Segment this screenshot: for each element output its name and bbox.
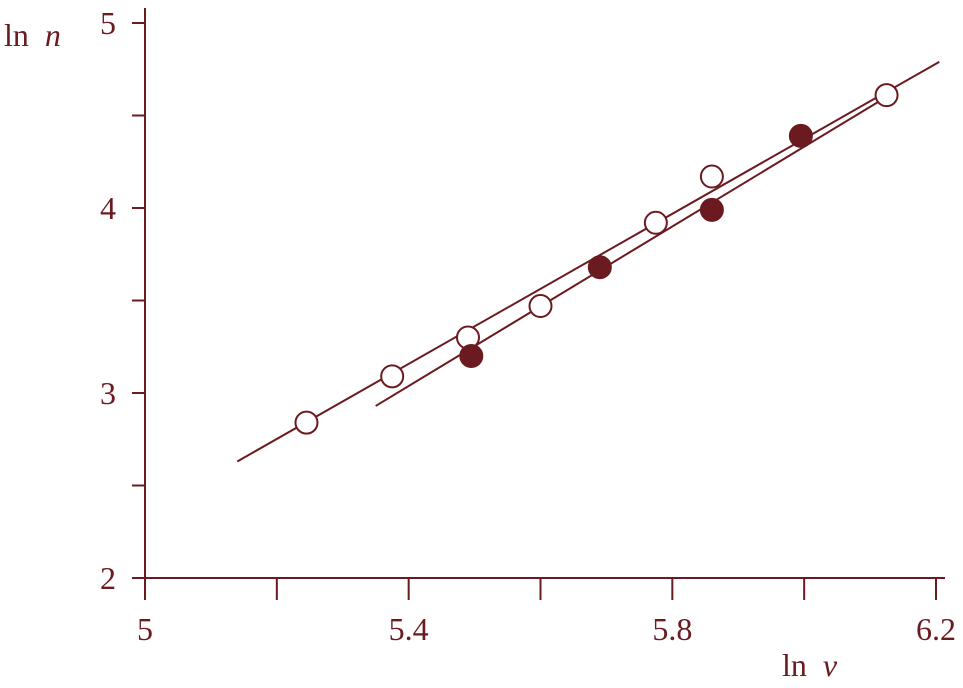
filled-data-point xyxy=(459,344,484,368)
open-data-point xyxy=(528,294,553,319)
filled-data-point xyxy=(699,197,724,222)
x-axis-title: ln v xyxy=(782,647,838,683)
axes xyxy=(132,8,945,600)
open-data-point xyxy=(874,83,899,108)
y-tick-label: 3 xyxy=(100,375,116,411)
x-tick-label: 5.8 xyxy=(652,611,692,647)
y-tick-label: 5 xyxy=(100,5,116,41)
y-tick-label: 4 xyxy=(100,190,116,226)
open-data-point xyxy=(294,410,319,435)
filled-data-point xyxy=(788,123,813,148)
open-data-point xyxy=(380,364,405,389)
data-markers xyxy=(294,83,899,435)
y-axis-title-prefix: ln xyxy=(4,17,29,53)
fit-lines xyxy=(236,60,940,463)
x-tick-label: 6.2 xyxy=(916,611,956,647)
open-data-point xyxy=(699,164,724,189)
x-tick-label: 5 xyxy=(137,611,153,647)
x-axis-title-prefix: ln xyxy=(782,647,807,683)
y-axis-title-variable: n xyxy=(45,17,61,53)
y-tick-label: 2 xyxy=(100,560,116,596)
filled-data-point xyxy=(587,255,612,280)
tick-labels: 2 3 4 5 5 5.4 5.8 6.2 xyxy=(100,5,956,647)
open-data-point xyxy=(643,210,668,235)
x-axis-title-variable: v xyxy=(823,647,838,683)
y-axis-title: ln n xyxy=(4,17,61,53)
open-series-fit-line xyxy=(236,60,940,463)
x-tick-label: 5.4 xyxy=(389,611,429,647)
